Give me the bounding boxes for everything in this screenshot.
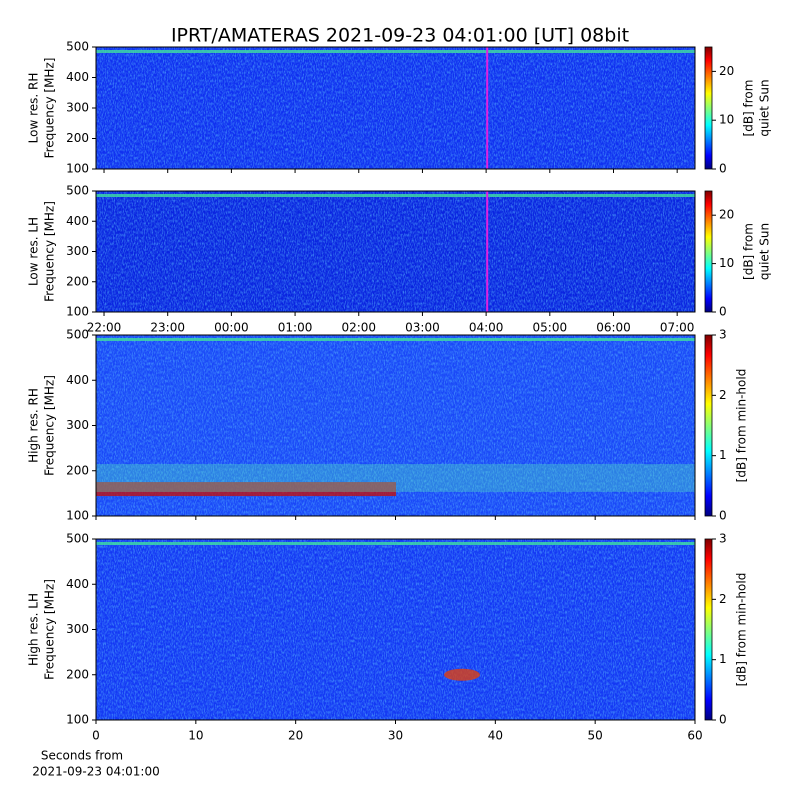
y-tick-label: 200 bbox=[66, 274, 89, 288]
colorbar-label: [dB] from min-hold bbox=[735, 369, 749, 483]
colorbar-label: [dB] from bbox=[742, 223, 756, 280]
x-tick-label: 40 bbox=[488, 729, 503, 743]
x-tick-label: 23:00 bbox=[150, 321, 185, 335]
y-tick-label: 200 bbox=[66, 463, 89, 477]
y-tick-label: 100 bbox=[66, 305, 89, 319]
x-tick-label: 06:00 bbox=[596, 321, 631, 335]
y-axis-label: High res. RH bbox=[27, 388, 41, 463]
x-tick-label: 00:00 bbox=[214, 321, 249, 335]
y-tick-label: 100 bbox=[66, 509, 89, 523]
colorbar-tick-label: 10 bbox=[719, 113, 734, 127]
x-tick-label: 03:00 bbox=[405, 321, 440, 335]
y-tick-label: 300 bbox=[66, 622, 89, 636]
y-tick-label: 400 bbox=[66, 70, 89, 84]
y-tick-label: 400 bbox=[66, 373, 89, 387]
x-tick-label: 01:00 bbox=[278, 321, 313, 335]
colorbar-tick-label: 1 bbox=[719, 652, 727, 666]
y-axis-label: Frequency [MHz] bbox=[43, 579, 57, 680]
y-axis-label: Frequency [MHz] bbox=[43, 58, 57, 159]
burst bbox=[96, 463, 695, 492]
y-tick-label: 300 bbox=[66, 101, 89, 115]
x-tick-label: 60 bbox=[687, 729, 702, 743]
colorbar-label: [dB] from bbox=[742, 80, 756, 137]
band bbox=[96, 50, 695, 53]
spectrogram-texture bbox=[96, 47, 695, 169]
x-axis-label: 2021-09-23 04:01:00 bbox=[32, 765, 159, 779]
colorbar bbox=[704, 46, 713, 170]
spectrogram-texture bbox=[96, 191, 695, 312]
y-axis-label: High res. LH bbox=[27, 593, 41, 666]
band bbox=[96, 338, 695, 341]
x-tick-label: 07:00 bbox=[660, 321, 695, 335]
x-axis-label: Seconds from bbox=[41, 749, 123, 763]
y-axis-label: Low res. LH bbox=[27, 217, 41, 286]
colorbar-tick-label: 1 bbox=[719, 448, 727, 462]
x-tick-label: 02:00 bbox=[341, 321, 376, 335]
spectrogram-texture bbox=[96, 539, 695, 720]
band bbox=[96, 194, 695, 197]
x-tick-label: 50 bbox=[588, 729, 603, 743]
y-axis-label: Low res. RH bbox=[27, 73, 41, 144]
colorbar-tick-label: 3 bbox=[719, 328, 727, 342]
colorbar-label: [dB] from min-hold bbox=[735, 573, 749, 687]
colorbar bbox=[704, 334, 713, 517]
colorbar bbox=[704, 190, 713, 313]
burst bbox=[444, 668, 480, 681]
colorbar bbox=[704, 538, 713, 721]
x-tick-label: 04:00 bbox=[469, 321, 504, 335]
colorbar-tick-label: 0 bbox=[719, 305, 727, 319]
x-tick-label: 22:00 bbox=[87, 321, 122, 335]
y-axis-label: Frequency [MHz] bbox=[43, 201, 57, 302]
x-tick-label: 10 bbox=[188, 729, 203, 743]
y-tick-label: 300 bbox=[66, 244, 89, 258]
burst bbox=[96, 482, 396, 497]
x-tick-label: 0 bbox=[92, 729, 100, 743]
y-axis-label: Frequency [MHz] bbox=[43, 375, 57, 476]
colorbar-tick-label: 0 bbox=[719, 713, 727, 727]
y-tick-label: 100 bbox=[66, 713, 89, 727]
y-tick-label: 500 bbox=[66, 40, 89, 54]
colorbar-label: quiet Sun bbox=[758, 223, 772, 280]
y-tick-label: 400 bbox=[66, 577, 89, 591]
y-tick-label: 300 bbox=[66, 418, 89, 432]
y-tick-label: 400 bbox=[66, 214, 89, 228]
colorbar-label: quiet Sun bbox=[758, 79, 772, 136]
y-tick-label: 200 bbox=[66, 667, 89, 681]
y-tick-label: 500 bbox=[66, 184, 89, 198]
y-tick-label: 500 bbox=[66, 328, 89, 342]
y-tick-label: 200 bbox=[66, 131, 89, 145]
colorbar-tick-label: 20 bbox=[719, 208, 734, 222]
colorbar-tick-label: 3 bbox=[719, 532, 727, 546]
colorbar-tick-label: 0 bbox=[719, 509, 727, 523]
x-tick-label: 20 bbox=[288, 729, 303, 743]
figure-title: IPRT/AMATERAS 2021-09-23 04:01:00 [UT] 0… bbox=[171, 25, 629, 47]
colorbar-tick-label: 20 bbox=[719, 64, 734, 78]
x-tick-label: 30 bbox=[388, 729, 403, 743]
x-tick-label: 05:00 bbox=[533, 321, 568, 335]
band bbox=[96, 542, 695, 545]
colorbar-tick-label: 0 bbox=[719, 162, 727, 176]
colorbar-tick-label: 2 bbox=[719, 592, 727, 606]
colorbar-tick-label: 2 bbox=[719, 388, 727, 402]
y-tick-label: 500 bbox=[66, 532, 89, 546]
y-tick-label: 100 bbox=[66, 162, 89, 176]
colorbar-tick-label: 10 bbox=[719, 256, 734, 270]
